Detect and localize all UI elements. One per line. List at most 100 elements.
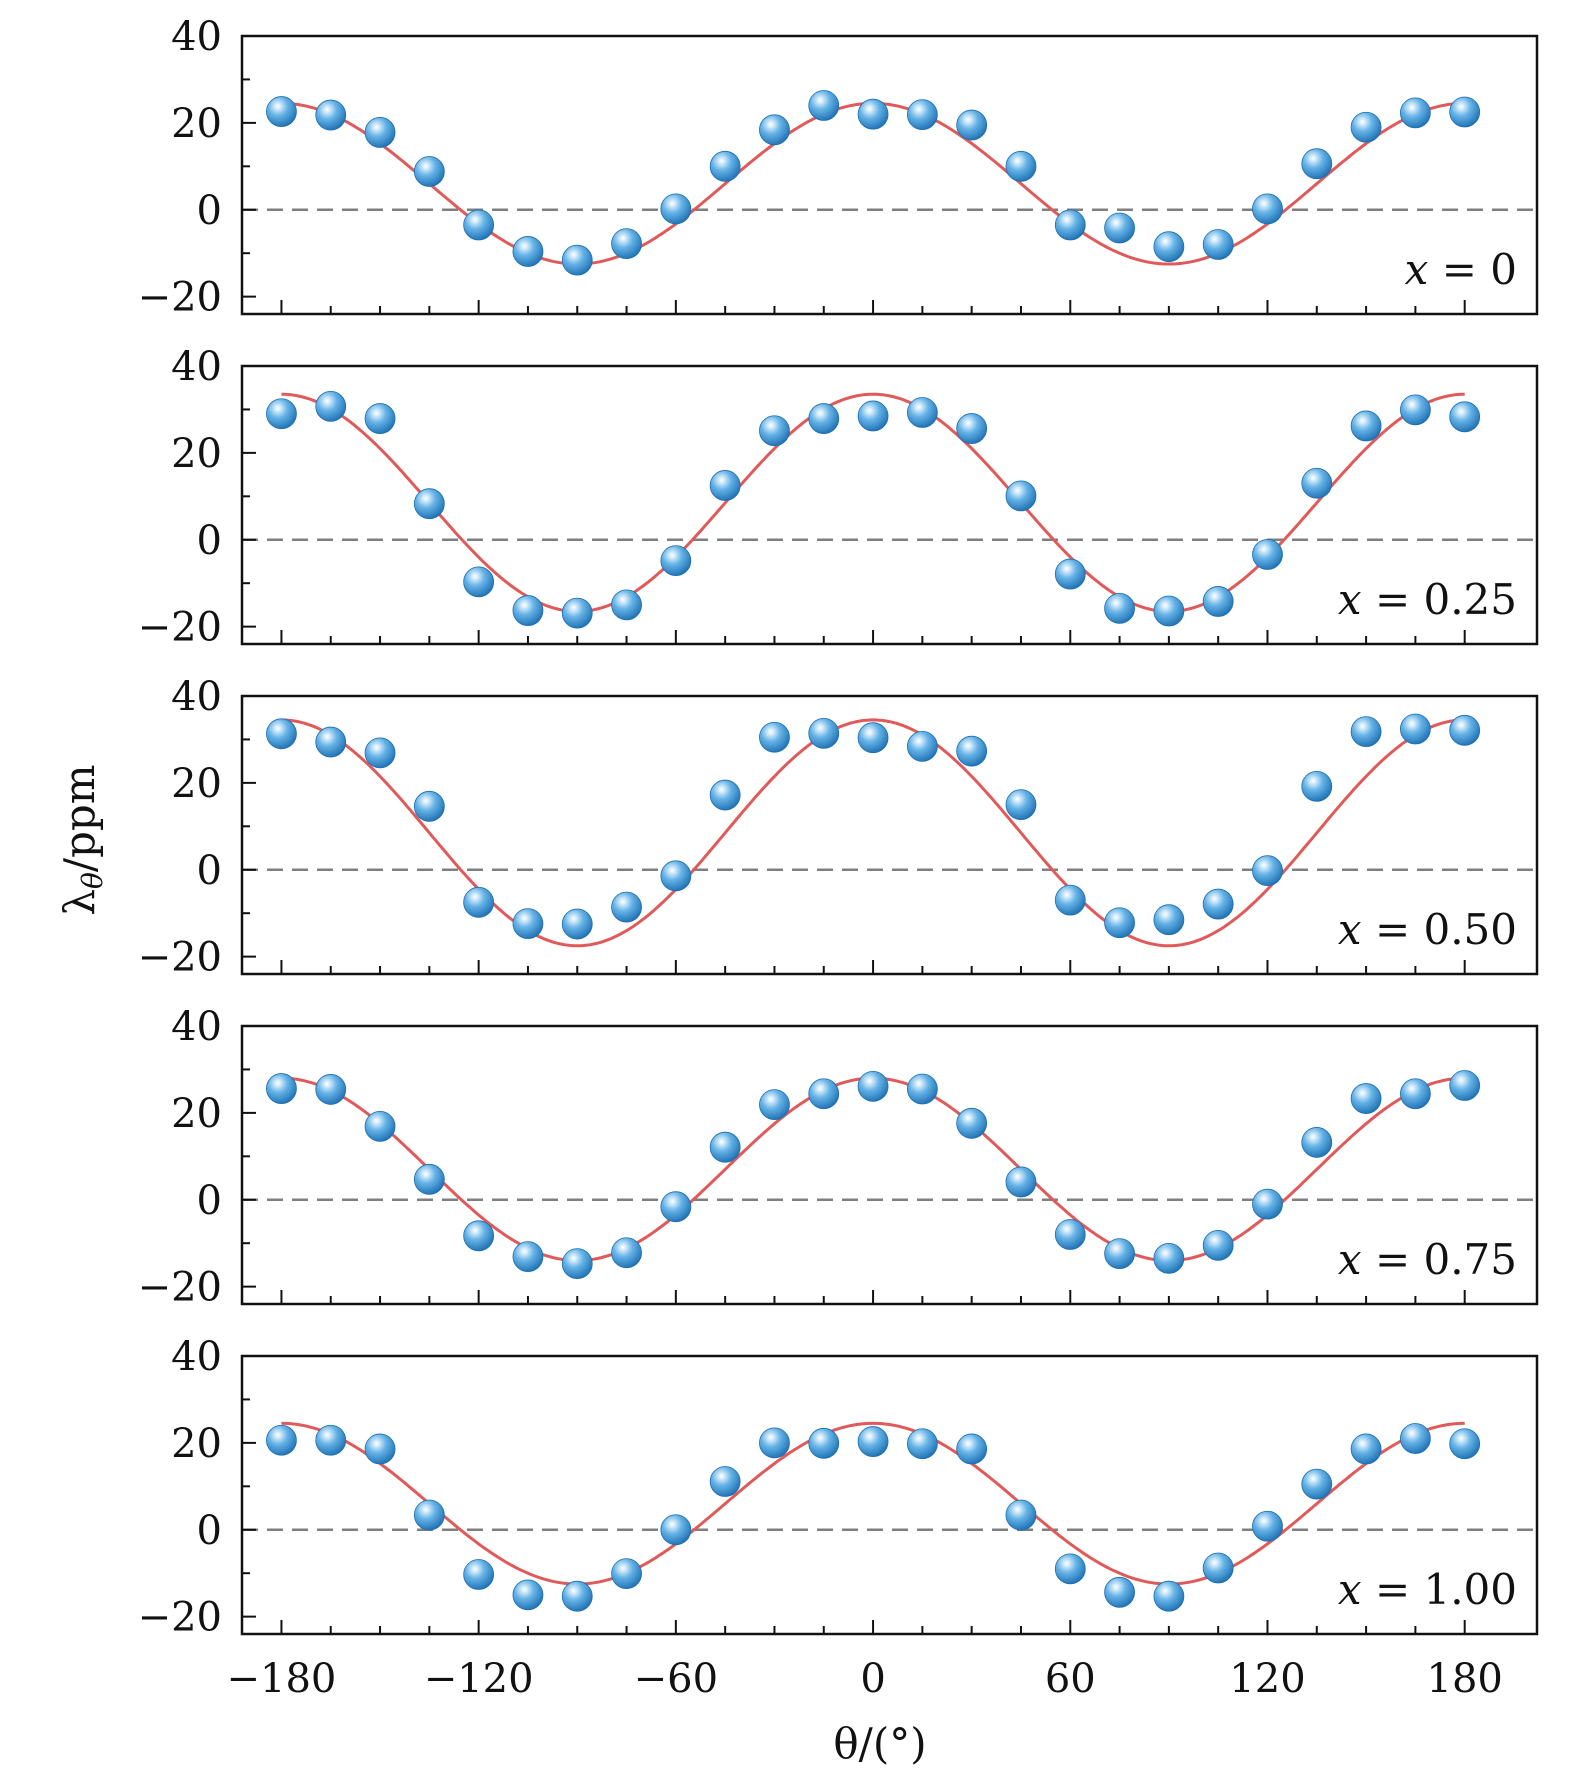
data-point: [857, 1070, 889, 1102]
y-tick-label: −20: [138, 935, 222, 981]
data-point: [1449, 714, 1481, 746]
data-point: [709, 470, 741, 501]
data-point: [1350, 410, 1382, 442]
data-point: [709, 150, 741, 182]
data-point: [413, 1163, 445, 1195]
panel-label: x = 0.75: [1338, 1235, 1517, 1284]
x-tick-label: −180: [227, 1656, 337, 1702]
data-point: [266, 1073, 297, 1104]
data-point: [857, 722, 889, 754]
y-axis-title-rest: /ppm: [55, 764, 104, 872]
data-point: [808, 717, 840, 749]
y-tick-label: 40: [171, 674, 222, 720]
panel-label-variable: x: [1338, 905, 1375, 954]
y-tick-label: −20: [138, 275, 222, 321]
data-point: [364, 403, 396, 434]
panel-label-variable: x: [1338, 575, 1375, 624]
y-axis-title-sub: θ: [76, 872, 109, 889]
data-point: [315, 1424, 347, 1456]
data-point: [561, 1580, 593, 1612]
y-tick-label: 20: [171, 761, 222, 807]
data-point: [808, 90, 840, 121]
y-tick-label: 20: [171, 1091, 222, 1137]
data-point: [1449, 1070, 1481, 1101]
panel-label-value: 0: [1490, 245, 1517, 294]
data-point: [660, 545, 692, 576]
panel-frame: [240, 364, 1539, 646]
data-point: [956, 413, 988, 444]
data-point: [561, 597, 593, 629]
data-point: [808, 1078, 840, 1110]
data-point: [1005, 1166, 1037, 1198]
data-point: [1301, 148, 1333, 180]
data-point: [512, 1579, 544, 1611]
data-point: [413, 156, 445, 187]
x-tick-label: 0: [860, 1656, 885, 1702]
data-point: [611, 1558, 642, 1590]
data-point: [857, 1426, 889, 1457]
data-point: [1449, 401, 1481, 433]
data-point: [611, 1237, 642, 1269]
panel-label: x = 0: [1405, 245, 1517, 294]
panel-label-value: 0.75: [1423, 1235, 1517, 1284]
data-point: [512, 236, 544, 267]
panel-frame: [240, 694, 1539, 976]
data-point: [709, 1466, 741, 1497]
data-point: [463, 886, 495, 918]
data-point: [1449, 1428, 1481, 1460]
data-point: [906, 397, 938, 428]
data-point: [561, 1248, 593, 1280]
data-point: [1153, 1242, 1185, 1274]
x-tick-label: 60: [1045, 1656, 1096, 1702]
y-tick-label: 0: [197, 518, 222, 564]
y-tick-label: 0: [197, 188, 222, 234]
panel-label-variable: x: [1338, 1235, 1375, 1284]
data-point: [1350, 1083, 1382, 1114]
data-point: [1399, 713, 1431, 745]
data-point: [512, 1241, 544, 1273]
y-tick-label: 20: [171, 1421, 222, 1467]
data-point: [1399, 1078, 1431, 1110]
data-point: [906, 730, 938, 762]
y-tick-label: −20: [138, 1265, 222, 1311]
data-point: [413, 790, 445, 822]
data-point: [1350, 1433, 1382, 1465]
data-point: [1005, 150, 1037, 182]
data-point: [315, 390, 347, 422]
data-point: [315, 1074, 347, 1105]
data-point: [1153, 904, 1185, 936]
panel-1: −20 0 20 40 x = 0: [138, 14, 1539, 321]
data-point: [1054, 884, 1086, 916]
data-point: [1202, 1552, 1234, 1584]
data-point: [1153, 1580, 1185, 1612]
data-point: [1054, 1219, 1086, 1250]
data-point: [660, 1191, 692, 1223]
data-point: [1252, 1510, 1283, 1542]
panel-label-equals: =: [1375, 905, 1424, 954]
data-point: [364, 1110, 396, 1142]
panel-label-value: 0.25: [1423, 575, 1517, 624]
data-point: [759, 415, 790, 447]
y-tick-label: −20: [138, 605, 222, 651]
panel-frame: [240, 34, 1539, 316]
data-point: [759, 114, 790, 146]
data-point: [1252, 855, 1283, 887]
data-point: [1350, 716, 1382, 748]
panel-label: x = 0.25: [1338, 575, 1517, 624]
y-axis-title: λθ/ppm: [55, 764, 109, 915]
data-point: [561, 908, 593, 940]
data-point: [266, 1424, 297, 1456]
data-point: [1252, 1188, 1283, 1220]
data-point: [759, 1427, 790, 1459]
x-axis-tick-labels: −180 −120 −60 0 60 120 180: [227, 1656, 1503, 1702]
panel-label-equals: =: [1375, 1565, 1424, 1614]
data-point: [364, 737, 396, 769]
panel-label-variable: x: [1405, 245, 1442, 294]
x-tick-label: −60: [634, 1656, 718, 1702]
data-point: [1301, 1468, 1333, 1500]
data-point: [808, 1427, 840, 1459]
data-point: [1399, 394, 1431, 426]
x-tick-label: −120: [424, 1656, 534, 1702]
fit-curve: [281, 718, 1465, 948]
data-point: [709, 779, 741, 811]
